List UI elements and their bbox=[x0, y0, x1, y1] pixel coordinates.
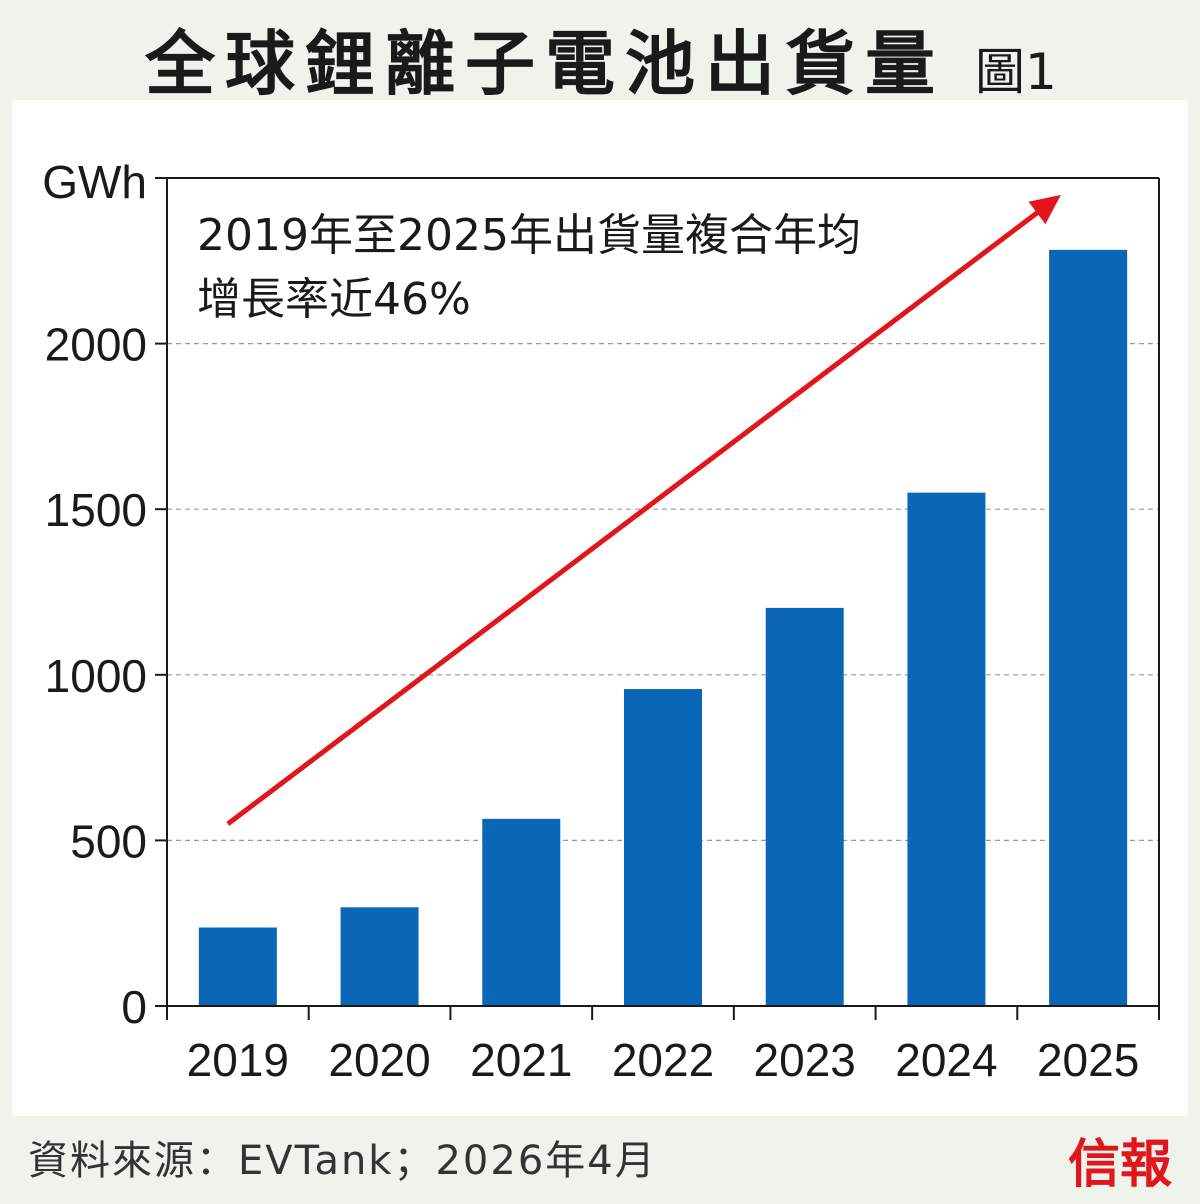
y-axis-label: GWh bbox=[42, 156, 147, 208]
x-tick-label: 2021 bbox=[470, 1034, 572, 1086]
y-tick-label: 1500 bbox=[45, 484, 147, 536]
y-tick-label: 500 bbox=[70, 815, 147, 867]
bar-2021 bbox=[482, 818, 561, 1006]
x-tick-label: 2025 bbox=[1037, 1034, 1139, 1086]
x-tick-label: 2020 bbox=[328, 1034, 430, 1086]
bar-2024 bbox=[907, 492, 986, 1006]
trend-arrow-head bbox=[1028, 194, 1061, 225]
trend-arrow-line bbox=[226, 202, 1050, 826]
source-note: 資料來源：EVTank；2026年4月 bbox=[28, 1138, 657, 1184]
title-row: 全球鋰離子電池出貨量 圖1 bbox=[0, 0, 1200, 105]
figure-label: 圖1 bbox=[975, 43, 1057, 101]
annotation-text: 增長率近46% bbox=[197, 274, 471, 325]
y-tick-label: 1000 bbox=[45, 650, 147, 702]
chart-title: 全球鋰離子電池出貨量 bbox=[145, 23, 945, 105]
bar-2020 bbox=[340, 907, 419, 1006]
y-tick-label: 0 bbox=[121, 981, 147, 1033]
x-tick-label: 2019 bbox=[187, 1034, 289, 1086]
bar-2019 bbox=[198, 927, 277, 1006]
publisher-logo: 信報 bbox=[1068, 1134, 1173, 1195]
bar-2023 bbox=[765, 607, 844, 1006]
x-tick-label: 2022 bbox=[612, 1034, 714, 1086]
y-tick-label: 2000 bbox=[45, 319, 147, 371]
chart-panel: 0 500 1000 1500 2000 GWh 2019 2020 2021 2022 2023 2… bbox=[12, 100, 1188, 1116]
annotation-text: 2019年至2025年出貨量複合年均 bbox=[197, 210, 861, 261]
x-tick-label: 2024 bbox=[895, 1034, 997, 1086]
x-tick-label: 2023 bbox=[754, 1034, 856, 1086]
bar-chart: 0 500 1000 1500 2000 GWh 2019 2020 2021 2022 2023 2… bbox=[42, 156, 1160, 1086]
bar-2022 bbox=[624, 689, 702, 1006]
bar-2025 bbox=[1049, 249, 1128, 1006]
